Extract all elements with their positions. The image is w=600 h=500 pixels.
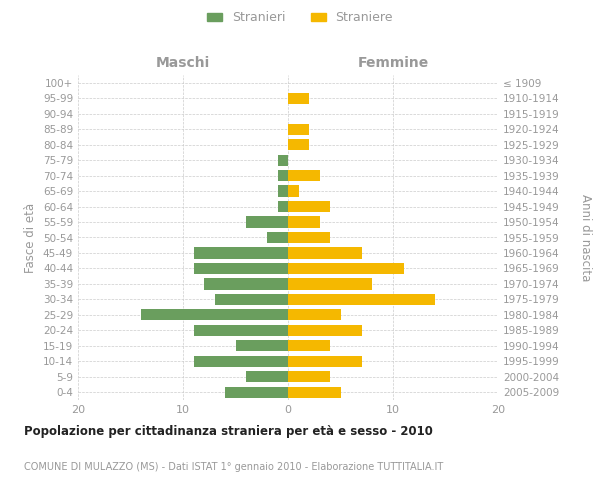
Bar bbox=[288, 186, 299, 196]
Bar bbox=[277, 201, 288, 212]
Bar bbox=[288, 263, 404, 274]
Bar bbox=[193, 356, 288, 367]
Bar bbox=[235, 340, 288, 351]
Bar bbox=[267, 232, 288, 243]
Y-axis label: Anni di nascita: Anni di nascita bbox=[579, 194, 592, 281]
Bar bbox=[246, 216, 288, 228]
Bar bbox=[277, 154, 288, 166]
Bar bbox=[141, 310, 288, 320]
Bar bbox=[193, 263, 288, 274]
Bar bbox=[288, 294, 435, 305]
Bar bbox=[193, 248, 288, 258]
Bar bbox=[288, 356, 361, 367]
Bar bbox=[288, 139, 309, 150]
Bar bbox=[288, 232, 330, 243]
Bar bbox=[288, 325, 361, 336]
Bar bbox=[277, 170, 288, 181]
Bar bbox=[225, 386, 288, 398]
Bar bbox=[288, 386, 341, 398]
Bar bbox=[288, 201, 330, 212]
Y-axis label: Fasce di età: Fasce di età bbox=[25, 202, 37, 272]
Bar bbox=[193, 325, 288, 336]
Bar bbox=[288, 371, 330, 382]
Text: Maschi: Maschi bbox=[156, 56, 210, 70]
Bar bbox=[288, 340, 330, 351]
Bar bbox=[277, 186, 288, 196]
Bar bbox=[246, 371, 288, 382]
Text: COMUNE DI MULAZZO (MS) - Dati ISTAT 1° gennaio 2010 - Elaborazione TUTTITALIA.IT: COMUNE DI MULAZZO (MS) - Dati ISTAT 1° g… bbox=[24, 462, 443, 472]
Bar bbox=[288, 216, 320, 228]
Bar bbox=[288, 124, 309, 134]
Bar bbox=[215, 294, 288, 305]
Legend: Stranieri, Straniere: Stranieri, Straniere bbox=[202, 6, 398, 29]
Bar bbox=[288, 248, 361, 258]
Text: Femmine: Femmine bbox=[358, 56, 428, 70]
Bar bbox=[288, 310, 341, 320]
Bar bbox=[288, 170, 320, 181]
Bar bbox=[288, 92, 309, 104]
Text: Popolazione per cittadinanza straniera per età e sesso - 2010: Popolazione per cittadinanza straniera p… bbox=[24, 425, 433, 438]
Bar bbox=[204, 278, 288, 289]
Bar bbox=[288, 278, 372, 289]
